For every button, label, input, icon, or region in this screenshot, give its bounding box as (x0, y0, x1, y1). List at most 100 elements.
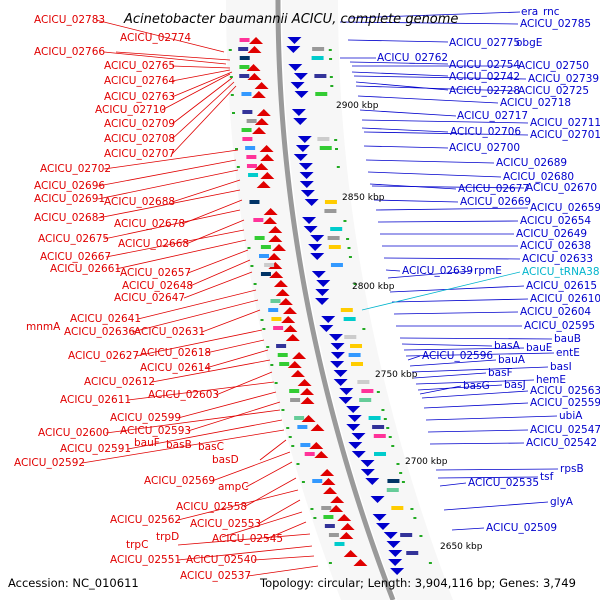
right-gene-label[interactable]: ACICU_02610 (530, 293, 600, 305)
right-gene-label[interactable]: ACICU_02659 (530, 202, 600, 214)
right-gene-label[interactable]: ACICU_02689 (496, 157, 567, 169)
right-gene-label[interactable]: ACICU_02654 (520, 215, 591, 227)
left-gene-label[interactable]: ACICU_02631 (134, 326, 205, 338)
left-gene-label[interactable]: ACICU_02668 (118, 238, 189, 250)
left-gene-label[interactable]: trpC (126, 539, 148, 551)
left-gene-label[interactable]: ACICU_02647 (114, 292, 185, 304)
right-gene-label[interactable]: ACICU_02718 (500, 97, 571, 109)
left-gene-label[interactable]: ACICU_02766 (34, 46, 105, 58)
left-gene-label[interactable]: ACICU_02612 (84, 376, 155, 388)
left-gene-label[interactable]: ACICU_02764 (104, 75, 175, 87)
left-gene-label[interactable]: basC (198, 441, 224, 453)
left-gene-label[interactable]: bauF (134, 437, 160, 449)
right-gene-label[interactable]: ACICU_02775 (449, 37, 520, 49)
right-gene-label[interactable]: bauA (498, 354, 526, 366)
left-gene-label[interactable]: ACICU_02691 (34, 193, 105, 205)
left-gene-label[interactable]: ACICU_02593 (120, 425, 191, 437)
left-gene-label[interactable]: ACICU_02553 (190, 518, 261, 530)
right-gene-label[interactable]: ACICU_02785 (520, 18, 591, 30)
right-gene-label[interactable]: ACICU_02728 (449, 85, 520, 97)
right-gene-label[interactable]: tsf (540, 471, 554, 483)
left-gene-label[interactable]: ACICU_02551 (110, 554, 181, 566)
right-gene-label[interactable]: bauE (526, 342, 552, 354)
left-gene-label[interactable]: ACICU_02667 (40, 251, 111, 263)
right-gene-label[interactable]: hemE (536, 374, 566, 386)
left-gene-label[interactable]: ACICU_02611 (60, 394, 131, 406)
left-gene-label[interactable]: mnmA (26, 321, 61, 333)
left-gene-label[interactable]: ACICU_02710 (95, 104, 166, 116)
right-gene-label[interactable]: ACICU_02677 (458, 183, 529, 195)
left-gene-label[interactable]: ACICU_02558 (176, 501, 247, 513)
right-gene-label[interactable]: ACICU_02547 (530, 424, 600, 436)
right-gene-label[interactable]: rpmE (474, 265, 502, 277)
right-gene-label[interactable]: basJ (504, 379, 526, 391)
right-gene-label[interactable]: ACICU_02670 (526, 182, 597, 194)
right-gene-label[interactable]: ACICU_02762 (377, 52, 448, 64)
right-gene-label[interactable]: entE (556, 347, 580, 359)
right-gene-label[interactable]: ACICU_02754 (449, 59, 520, 71)
right-gene-label[interactable]: ACICU_02638 (520, 240, 591, 252)
left-gene-label[interactable]: ACICU_02696 (34, 180, 105, 192)
right-gene-label[interactable]: ACICU_02725 (518, 85, 589, 97)
left-gene-label[interactable]: ACICU_02562 (110, 514, 181, 526)
left-gene-label[interactable]: ACICU_02599 (110, 412, 181, 424)
right-gene-label[interactable]: ACICU_02669 (460, 196, 531, 208)
left-gene-label[interactable]: ampC (218, 481, 249, 493)
right-gene-label[interactable]: ACICU_02649 (516, 228, 587, 240)
left-gene-label[interactable]: ACICU_02675 (38, 233, 109, 245)
left-gene-label[interactable]: ACICU_02600 (38, 427, 109, 439)
left-gene-label[interactable]: ACICU_02641 (70, 313, 141, 325)
right-gene-label[interactable]: ACICU_02750 (518, 60, 589, 72)
right-gene-label[interactable]: ACICU_02615 (526, 280, 597, 292)
right-gene-label[interactable]: rnc (543, 6, 560, 18)
left-gene-label[interactable]: ACICU_02569 (144, 475, 215, 487)
right-gene-label[interactable]: ACICU_02717 (457, 110, 528, 122)
right-gene-label[interactable]: ACICU_02701 (530, 129, 600, 141)
right-gene-label[interactable]: ubiA (559, 410, 583, 422)
left-gene-label[interactable]: ACICU_02702 (40, 163, 111, 175)
right-gene-label[interactable]: ACICU_02563 (530, 385, 600, 397)
left-gene-label[interactable]: ACICU_02707 (104, 148, 175, 160)
right-gene-label[interactable]: ACICU_02595 (524, 320, 595, 332)
left-gene-label[interactable]: ACICU_02627 (68, 350, 139, 362)
right-gene-label[interactable]: ACICU_02596 (422, 350, 493, 362)
left-gene-label[interactable]: ACICU_02678 (114, 218, 185, 230)
right-gene-label[interactable]: ACICU_02559 (530, 397, 600, 409)
right-gene-label[interactable]: ACICU_tRNA38 (522, 266, 600, 278)
left-gene-label[interactable]: basD (212, 454, 239, 466)
left-gene-label[interactable]: ACICU_02592 (14, 457, 85, 469)
left-gene-label[interactable]: ACICU_02545 (212, 533, 283, 545)
right-gene-label[interactable]: basG (463, 380, 490, 392)
right-gene-label[interactable]: rpsB (560, 463, 584, 475)
right-gene-label[interactable]: ACICU_02542 (526, 437, 597, 449)
right-gene-label[interactable]: basI (550, 361, 572, 373)
left-gene-label[interactable]: ACICU_02636 (64, 326, 135, 338)
left-gene-label[interactable]: ACICU_02661 (50, 263, 121, 275)
left-gene-label[interactable]: ACICU_02591 (60, 443, 131, 455)
right-gene-label[interactable]: ACICU_02711 (530, 117, 600, 129)
left-gene-label[interactable]: ACICU_02603 (148, 389, 219, 401)
left-gene-label[interactable]: ACICU_02683 (34, 212, 105, 224)
left-gene-label[interactable]: ACICU_02708 (104, 133, 175, 145)
right-gene-label[interactable]: glyA (550, 496, 574, 508)
right-gene-label[interactable]: ACICU_02706 (450, 126, 521, 138)
right-gene-label[interactable]: basF (488, 367, 513, 379)
right-gene-label[interactable]: ACICU_02633 (522, 253, 593, 265)
right-gene-label[interactable]: basA (494, 340, 521, 352)
right-gene-label[interactable]: bauB (554, 333, 581, 345)
left-gene-label[interactable]: basB (166, 439, 192, 451)
right-gene-label[interactable]: ACICU_02509 (486, 522, 557, 534)
right-gene-label[interactable]: ACICU_02700 (449, 142, 520, 154)
left-gene-label[interactable]: ACICU_02765 (104, 60, 175, 72)
right-gene-label[interactable]: ACICU_02604 (520, 306, 591, 318)
left-gene-label[interactable]: ACICU_02688 (104, 196, 175, 208)
left-gene-label[interactable]: ACICU_02614 (140, 362, 211, 374)
right-gene-label[interactable]: ACICU_02742 (449, 71, 520, 83)
right-gene-label[interactable]: ACICU_02680 (503, 171, 574, 183)
left-gene-label[interactable]: ACICU_02709 (104, 118, 175, 130)
left-gene-label[interactable]: ACICU_02774 (120, 32, 191, 44)
left-gene-label[interactable]: ACICU_02648 (122, 280, 193, 292)
left-gene-label[interactable]: ACICU_02763 (104, 91, 175, 103)
left-gene-label[interactable]: trpD (156, 531, 179, 543)
right-gene-label[interactable]: era (521, 6, 538, 18)
